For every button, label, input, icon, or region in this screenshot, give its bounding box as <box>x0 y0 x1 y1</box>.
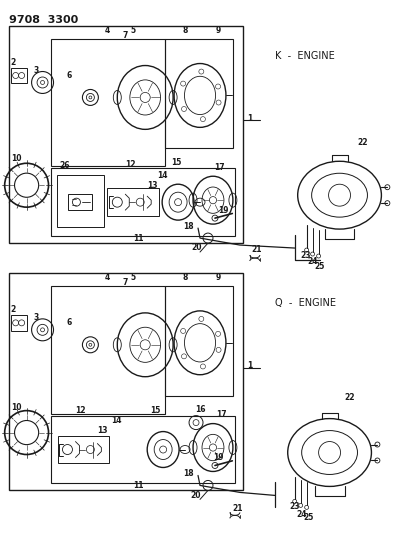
Text: 10: 10 <box>12 154 22 163</box>
Text: 2: 2 <box>10 58 15 67</box>
Text: 17: 17 <box>217 410 227 419</box>
Text: 25: 25 <box>314 262 325 271</box>
Circle shape <box>212 215 218 221</box>
Text: 4: 4 <box>105 26 110 35</box>
Text: Q  -  ENGINE: Q - ENGINE <box>275 298 336 308</box>
Bar <box>69 194 92 210</box>
Text: 8: 8 <box>182 273 188 282</box>
Text: 14: 14 <box>111 416 122 425</box>
Text: 25: 25 <box>303 513 314 522</box>
Text: 18: 18 <box>183 222 193 231</box>
Text: 23: 23 <box>300 251 311 260</box>
Text: 13: 13 <box>147 181 157 190</box>
Text: 24: 24 <box>296 510 307 519</box>
Text: 15: 15 <box>150 406 160 415</box>
Text: 8: 8 <box>182 26 188 35</box>
Text: 7: 7 <box>122 31 128 40</box>
Text: 22: 22 <box>357 138 368 147</box>
Text: 2: 2 <box>10 305 15 314</box>
Text: 21: 21 <box>233 504 243 513</box>
Bar <box>107 188 159 216</box>
Text: 13: 13 <box>97 426 108 435</box>
Bar <box>9 26 243 243</box>
Bar <box>51 416 235 483</box>
Text: 9: 9 <box>215 273 221 282</box>
Text: 14: 14 <box>157 171 167 180</box>
Text: 6: 6 <box>67 318 72 327</box>
Circle shape <box>212 463 218 469</box>
Text: 15: 15 <box>171 158 181 167</box>
Text: 6: 6 <box>67 71 72 80</box>
Text: 22: 22 <box>344 393 355 402</box>
Bar <box>58 435 109 464</box>
Bar <box>11 315 27 331</box>
Text: 10: 10 <box>12 403 22 412</box>
Text: 5: 5 <box>131 26 136 35</box>
Text: 23: 23 <box>289 502 300 511</box>
Text: 11: 11 <box>133 481 143 490</box>
Text: 9708  3300: 9708 3300 <box>9 15 78 25</box>
Text: K  -  ENGINE: K - ENGINE <box>275 51 335 61</box>
Text: 1: 1 <box>247 361 252 370</box>
Text: 3: 3 <box>34 66 39 75</box>
Text: 5: 5 <box>131 273 136 282</box>
Bar <box>56 175 104 227</box>
Bar <box>51 286 165 414</box>
Text: 24: 24 <box>307 256 318 265</box>
Text: 4: 4 <box>105 273 110 282</box>
Text: 20: 20 <box>192 243 202 252</box>
Text: 9: 9 <box>215 26 221 35</box>
Text: 11: 11 <box>133 233 143 243</box>
Text: 26: 26 <box>59 161 70 170</box>
Bar <box>165 38 233 148</box>
Text: 19: 19 <box>218 206 228 215</box>
Text: 3: 3 <box>34 313 39 322</box>
Bar <box>9 273 243 490</box>
Text: 17: 17 <box>215 163 225 172</box>
Text: 21: 21 <box>252 245 262 254</box>
Text: 12: 12 <box>125 160 136 169</box>
Text: 12: 12 <box>75 406 85 415</box>
Text: 7: 7 <box>122 278 128 287</box>
Text: 16: 16 <box>195 405 205 414</box>
Text: 18: 18 <box>183 469 193 478</box>
Bar <box>11 68 27 84</box>
Bar <box>51 38 165 166</box>
Text: 19: 19 <box>213 453 223 462</box>
Text: 20: 20 <box>191 491 201 500</box>
Bar <box>165 286 233 395</box>
Text: 1: 1 <box>247 114 252 123</box>
Bar <box>51 168 235 236</box>
